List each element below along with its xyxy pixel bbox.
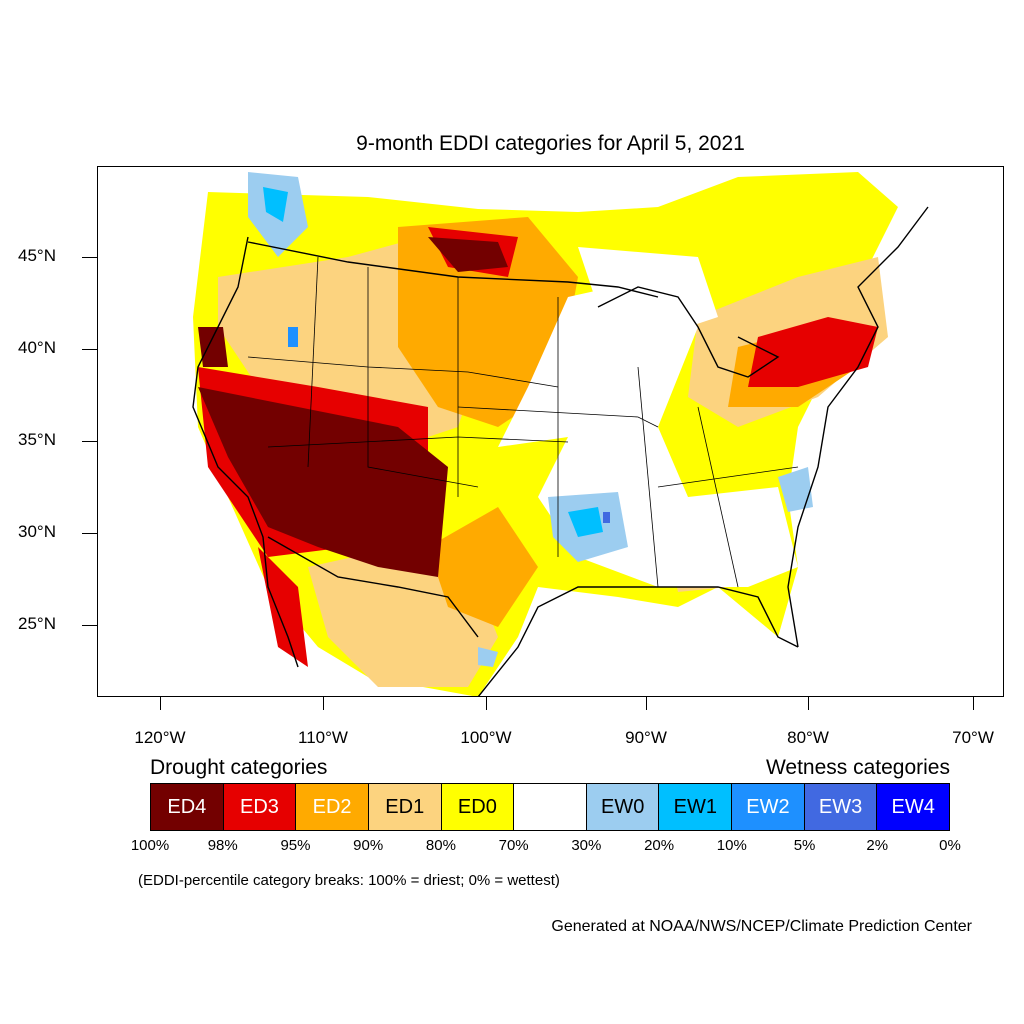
lon-tick [486,697,487,710]
lat-label-45: 45°N [18,246,56,265]
wet-regions [248,172,813,667]
lon-tick [323,697,324,710]
drought-regions [193,172,898,696]
legend-box-ed4: ED4 [151,784,224,830]
region-normal-great-lakes [578,247,718,337]
lon-label-90: 90°W [625,728,667,747]
legend-bar: ED4 ED3 ED2 ED1 ED0 EW0 EW1 EW2 EW3 EW4 [150,783,950,831]
break-label: 80% [425,837,456,854]
region-ed4-ca [198,327,228,367]
legend-box-ew4: EW4 [877,784,950,830]
region-ew3-ark [603,512,610,523]
legend-note: (EDDI-percentile category breaks: 100% =… [138,872,560,889]
break-label: 90% [353,837,384,854]
lon-label-100: 100°W [460,728,512,747]
lon-tick [160,697,161,710]
lat-label-30: 30°N [18,522,56,541]
region-ed4-sw [198,387,448,577]
legend-box-ew1: EW1 [659,784,733,830]
region-ed4-north [428,237,508,272]
legend-box-ew3: EW3 [804,784,878,830]
legend-box-ed0: ED0 [441,784,515,830]
lat-tick [82,257,97,258]
region-ew1-pnw [263,187,288,222]
canada-border [247,241,659,298]
lon-tick [646,697,647,710]
lon-label-80: 80°W [787,728,829,747]
state-borders [247,256,799,588]
region-ed3-ne [748,317,878,387]
lat-tick [82,349,97,350]
region-ed2-center [398,217,578,427]
lat-tick [82,625,97,626]
legend-box-normal [514,784,587,830]
great-lakes-outline [597,286,780,378]
region-ew0-tx [478,647,498,667]
lon-label-70: 70°W [952,728,994,747]
lat-tick [82,441,97,442]
legend-box-ew0: EW0 [586,784,660,830]
lat-label-35: 35°N [18,430,56,449]
legend-box-ed2: ED2 [296,784,369,830]
break-label: 0% [939,837,961,854]
lon-tick [808,697,809,710]
break-label: 10% [716,837,747,854]
legend-box-ew2: EW2 [732,784,805,830]
break-label: 20% [644,837,675,854]
break-label: 30% [571,837,602,854]
break-label: 100% [130,837,170,854]
region-ed3-baja [258,547,308,667]
drought-heading: Drought categories [150,756,328,779]
legend-box-ed3: ED3 [223,784,297,830]
lat-label-25: 25°N [18,614,56,633]
map-title: 9-month EDDI categories for April 5, 202… [356,132,745,155]
break-label: 2% [866,837,889,854]
lat-label-40: 40°N [18,338,56,357]
lon-label-120: 120°W [134,728,186,747]
lon-label-110: 110°W [298,728,348,747]
map-area [97,166,1004,697]
lat-tick [82,533,97,534]
atlantic-coast [787,206,929,648]
region-ew1-ark [568,507,603,537]
lon-tick [973,697,974,710]
break-label: 95% [280,837,311,854]
legend-box-ed1: ED1 [368,784,442,830]
break-label: 5% [793,837,816,854]
break-label: 70% [498,837,529,854]
region-ew2-idaho [288,327,298,347]
pacific-coast [192,236,299,668]
eddi-map [192,172,929,696]
region-ed2-south [428,507,538,627]
credit-text: Generated at NOAA/NWS/NCEP/Climate Predi… [551,918,972,935]
wetness-heading: Wetness categories [765,756,950,779]
break-label: 98% [207,837,238,854]
region-ew0-nc [778,467,813,512]
mexico-border [267,536,479,638]
